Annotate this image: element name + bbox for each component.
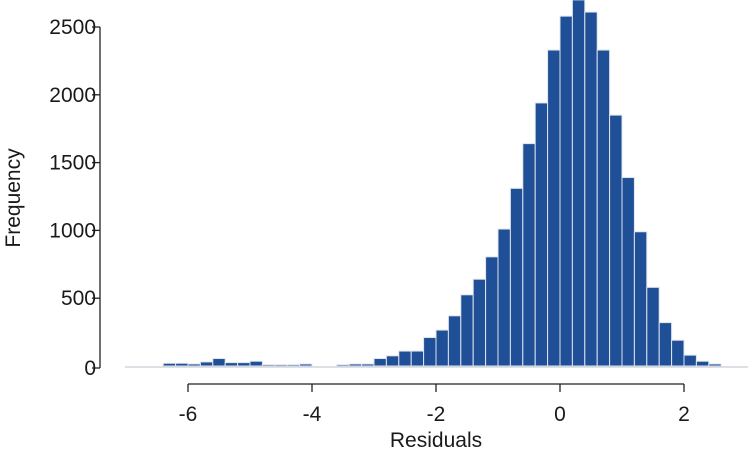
x-axis-title: Residuals [390, 429, 482, 452]
histogram-bar [398, 350, 412, 367]
histogram-bar [237, 362, 251, 367]
histogram-bar [571, 0, 586, 367]
histogram-bar [609, 114, 623, 367]
histogram-bar [472, 278, 487, 367]
histogram-bar [299, 363, 313, 367]
histogram-bar [584, 11, 598, 367]
y-tick-label: 1000 [49, 219, 96, 242]
histogram-bar [621, 177, 635, 367]
histogram-bar [596, 49, 611, 367]
y-tick-label: 2500 [49, 16, 96, 39]
histogram-bar [509, 187, 524, 367]
x-tick-label: 2 [678, 403, 690, 426]
histogram-bar [286, 364, 301, 367]
histogram-bar [683, 354, 697, 367]
histogram-bar [435, 329, 449, 367]
histogram-bar [361, 363, 375, 367]
histogram-bar [410, 350, 425, 367]
histogram-bar [261, 364, 276, 367]
histogram-bar [547, 49, 561, 367]
x-tick-label: -6 [179, 403, 198, 426]
histogram-bar [447, 315, 462, 367]
y-axis-title: Frequency [2, 148, 25, 248]
histogram-bar [522, 143, 536, 367]
x-tick-label: 0 [554, 403, 566, 426]
histogram-bar [187, 363, 201, 367]
x-tick-label: -4 [303, 403, 322, 426]
histogram-bar [175, 362, 189, 367]
y-axis: 0 500 1000 1500 2000 2500 [49, 16, 101, 380]
histogram-bar [385, 355, 400, 367]
x-axis: -6 -4 -2 0 2 [125, 366, 748, 426]
histogram-bar [249, 360, 263, 367]
histogram-bar [423, 337, 437, 367]
histogram-bar [497, 228, 511, 367]
histogram-bar [348, 363, 363, 367]
histogram-bar [658, 322, 673, 367]
histogram-bar [646, 286, 660, 367]
y-tick-label: 2000 [49, 84, 96, 107]
y-tick-label: 0 [84, 357, 96, 380]
histogram-bar [224, 362, 239, 367]
histogram-bar [373, 358, 387, 367]
histogram-bar [534, 102, 549, 367]
histogram-bar [559, 15, 573, 367]
histogram-bar [695, 360, 710, 367]
histogram-bar [199, 361, 214, 367]
histogram-bar [460, 294, 474, 367]
histogram-bar [633, 231, 648, 367]
histogram-bar [485, 256, 499, 367]
histogram-bars [162, 0, 722, 367]
histogram-bar [274, 364, 288, 367]
histogram-bar [162, 362, 177, 367]
histogram-bar [708, 363, 722, 367]
histogram-bar [671, 339, 685, 367]
x-tick-label: -2 [427, 403, 446, 426]
y-tick-label: 1500 [49, 152, 96, 175]
histogram-bar [212, 358, 226, 367]
histogram-bar [336, 364, 350, 367]
y-tick-label: 500 [61, 287, 96, 310]
